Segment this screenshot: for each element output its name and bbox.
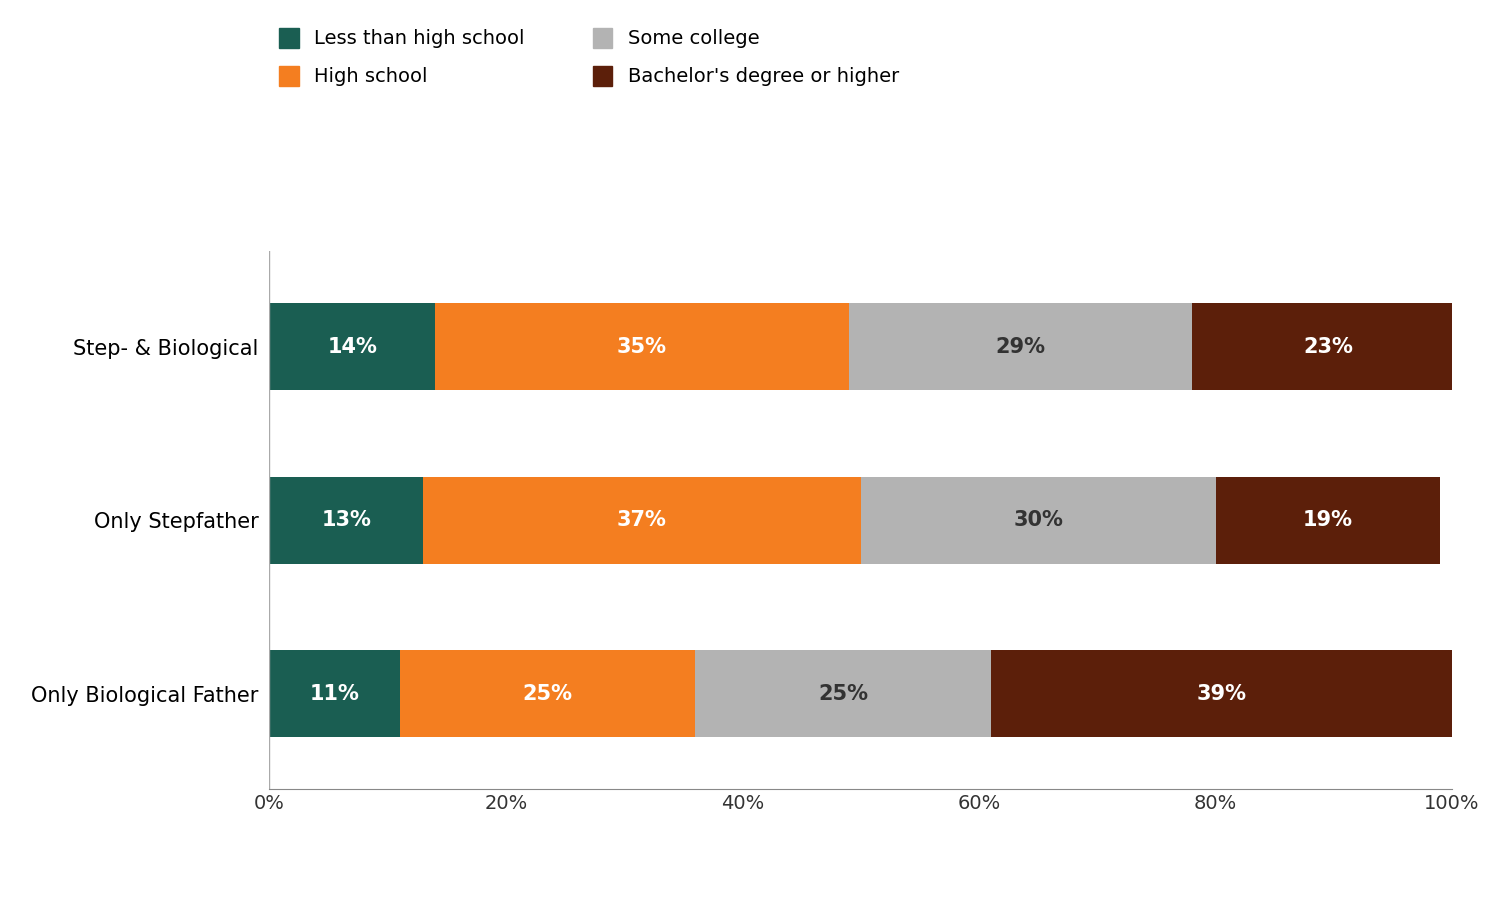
Text: 30%: 30%: [1013, 510, 1063, 530]
Text: 35%: 35%: [617, 336, 668, 357]
Bar: [991, 650, 1452, 737]
Text: 19%: 19%: [1302, 510, 1353, 530]
Text: 39%: 39%: [1196, 684, 1247, 704]
Bar: [269, 650, 400, 737]
Bar: [424, 477, 861, 563]
Bar: [269, 303, 436, 390]
Text: 23%: 23%: [1302, 336, 1353, 357]
Bar: [861, 477, 1216, 563]
Bar: [695, 650, 991, 737]
Text: 25%: 25%: [522, 684, 572, 704]
Bar: [269, 477, 424, 563]
Text: 13%: 13%: [322, 510, 371, 530]
Legend: Less than high school, High school, Some college, Bachelor's degree or higher: Less than high school, High school, Some…: [278, 28, 900, 86]
Bar: [400, 650, 695, 737]
Bar: [849, 303, 1192, 390]
Text: 14%: 14%: [328, 336, 377, 357]
Text: 29%: 29%: [996, 336, 1045, 357]
Bar: [436, 303, 849, 390]
Text: 37%: 37%: [617, 510, 668, 530]
Bar: [1216, 477, 1440, 563]
Text: 25%: 25%: [817, 684, 868, 704]
Bar: [1192, 303, 1464, 390]
Text: 11%: 11%: [310, 684, 359, 704]
